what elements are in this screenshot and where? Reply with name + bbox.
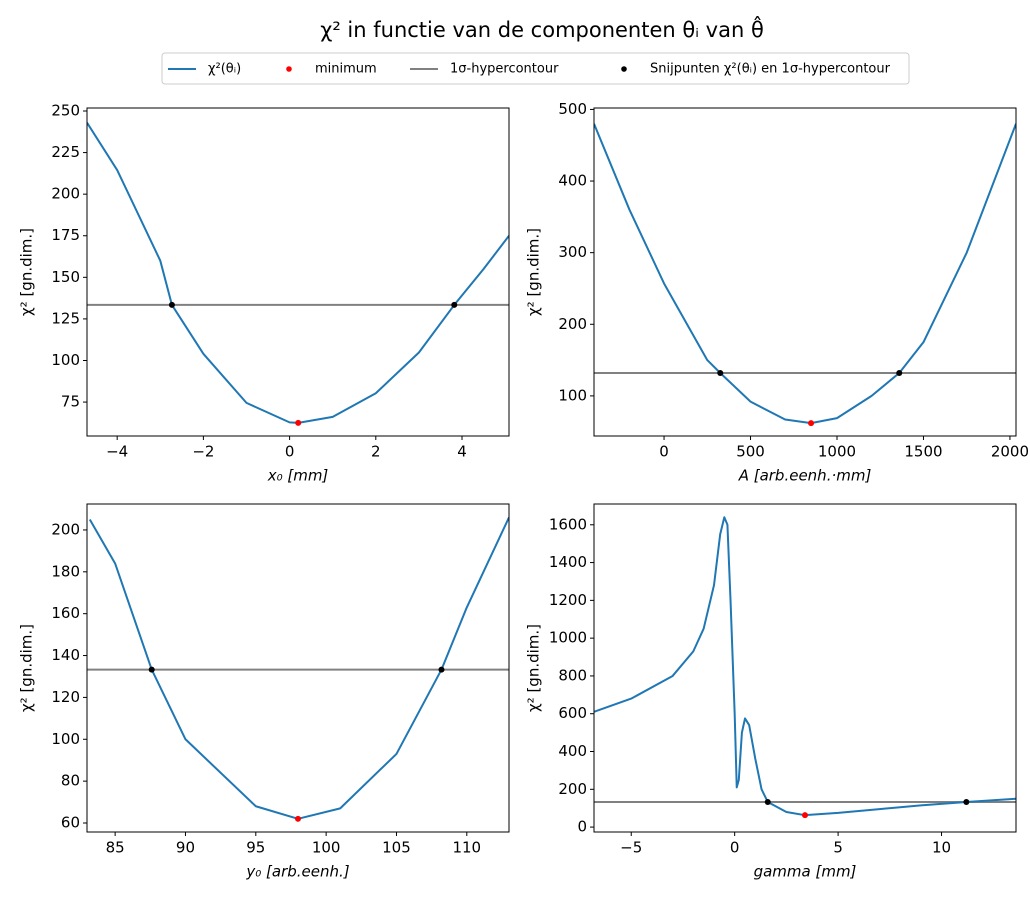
y-tick-label: 175 [51, 226, 80, 244]
figure-title: χ² in functie van de componenten θᵢ van … [320, 16, 764, 42]
y-tick-label: 200 [51, 520, 80, 538]
legend-label: 1σ-hypercontour [450, 62, 559, 77]
y-tick-label: 0 [577, 818, 587, 836]
legend-box [161, 52, 910, 85]
minimum-point [802, 812, 808, 819]
x-tick-label: 0 [285, 443, 295, 461]
y-tick-label: 1200 [549, 591, 587, 609]
y-tick-label: 200 [558, 315, 587, 333]
intersection-point [717, 369, 724, 376]
legend-swatch [286, 66, 292, 72]
x-tick-label: 0 [730, 839, 740, 857]
intersection-point [438, 666, 445, 673]
minimum-point [808, 420, 815, 427]
y-tick-label: 80 [61, 772, 80, 790]
y-tick-label: 300 [558, 243, 587, 261]
x-tick-label: 2 [371, 443, 381, 461]
x-tick-label: 500 [736, 443, 765, 461]
y-tick-label: 120 [51, 688, 80, 706]
y-tick-label: 800 [558, 666, 587, 684]
legend-swatch [621, 66, 627, 72]
x-tick-label: 1000 [818, 443, 856, 461]
y-tick-label: 180 [51, 562, 80, 580]
x-tick-label: 2000 [991, 443, 1029, 461]
x-axis-label: y₀ [arb.eenh.] [245, 863, 349, 881]
y-tick-label: 100 [51, 351, 80, 369]
x-tick-label: 105 [382, 839, 411, 857]
intersection-point [451, 301, 458, 308]
x-tick-label: 100 [312, 839, 341, 857]
legend-label: minimum [315, 62, 377, 77]
y-tick-label: 500 [558, 100, 587, 118]
y-tick-label: 100 [51, 730, 80, 748]
y-tick-label: 400 [558, 172, 587, 190]
x-tick-label: 10 [932, 839, 951, 857]
x-tick-label: 1500 [904, 443, 942, 461]
y-tick-label: 150 [51, 268, 80, 286]
plot-area [594, 516, 1016, 817]
x-axis-label: gamma [mm] [754, 863, 857, 881]
x-tick-label: 5 [833, 839, 843, 857]
x-tick-label: 110 [452, 839, 481, 857]
intersection-point [963, 798, 970, 805]
x-tick-label: −4 [106, 443, 128, 461]
minimum-point [295, 419, 302, 426]
intersection-point [148, 666, 155, 673]
y-tick-label: 1600 [549, 515, 587, 533]
y-tick-label: 140 [51, 646, 80, 664]
y-tick-label: 400 [558, 742, 587, 760]
y-tick-label: 160 [51, 604, 80, 622]
y-tick-label: 75 [61, 393, 80, 411]
x-tick-label: −2 [192, 443, 214, 461]
axes-frame [593, 503, 1017, 833]
y-axis-label: χ² [gn.dim.] [18, 624, 36, 712]
y-tick-label: 125 [51, 309, 80, 327]
y-tick-label: 100 [558, 386, 587, 404]
y-tick-label: 600 [558, 704, 587, 722]
y-axis-label: χ² [gn.dim.] [18, 228, 36, 316]
x-axis-label: x₀ [mm] [267, 467, 329, 485]
y-tick-label: 200 [51, 185, 80, 203]
y-tick-label: 250 [51, 101, 80, 119]
legend-label: χ²(θᵢ) [208, 62, 241, 77]
minimum-point [295, 815, 301, 822]
intersection-point [896, 369, 903, 376]
x-tick-label: 4 [457, 443, 467, 461]
y-tick-label: 1000 [549, 629, 587, 647]
x-tick-label: 90 [176, 839, 195, 857]
axes-frame [86, 503, 510, 833]
plot-area [87, 122, 509, 424]
x-axis-label: A [arb.eenh.·mm] [738, 467, 872, 485]
x-tick-label: −5 [620, 839, 642, 857]
y-tick-label: 225 [51, 143, 80, 161]
legend-label: Snijpunten χ²(θᵢ) en 1σ-hypercontour [650, 62, 891, 77]
x-tick-label: 85 [106, 839, 125, 857]
chi2-curve [594, 123, 1016, 425]
y-tick-label: 60 [61, 813, 80, 831]
chi2-curve [87, 122, 509, 424]
x-tick-label: 95 [246, 839, 265, 857]
plot-area [594, 123, 1016, 425]
axes-frame [593, 107, 1017, 437]
y-axis-label: χ² [gn.dim.] [525, 624, 543, 712]
axes-frame [86, 107, 510, 437]
chi2-curve [594, 516, 1016, 817]
intersection-point [764, 798, 771, 805]
y-axis-label: χ² [gn.dim.] [525, 228, 543, 316]
y-tick-label: 200 [558, 780, 587, 798]
intersection-point [168, 301, 175, 308]
y-tick-label: 1400 [549, 553, 587, 571]
x-tick-label: 0 [659, 443, 669, 461]
